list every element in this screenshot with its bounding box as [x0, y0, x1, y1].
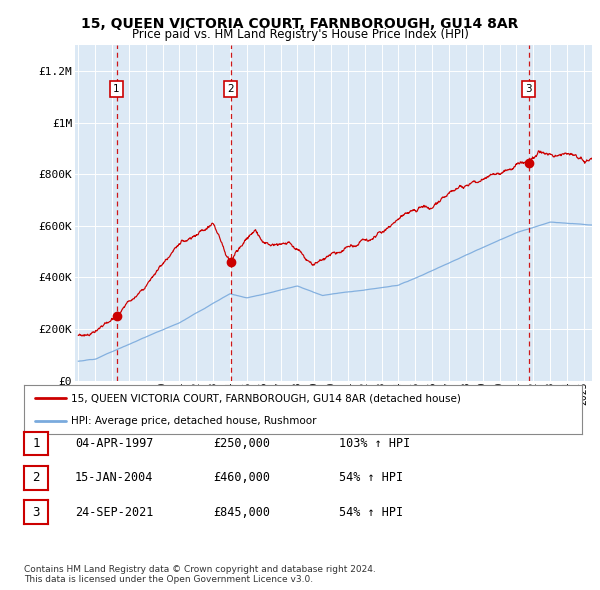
Text: 15-JAN-2004: 15-JAN-2004 [75, 471, 154, 484]
Text: 3: 3 [32, 506, 40, 519]
Text: Contains HM Land Registry data © Crown copyright and database right 2024.
This d: Contains HM Land Registry data © Crown c… [24, 565, 376, 584]
Text: 1: 1 [113, 84, 120, 94]
Text: 3: 3 [526, 84, 532, 94]
Text: £460,000: £460,000 [213, 471, 270, 484]
Text: Price paid vs. HM Land Registry's House Price Index (HPI): Price paid vs. HM Land Registry's House … [131, 28, 469, 41]
Text: 54% ↑ HPI: 54% ↑ HPI [339, 506, 403, 519]
Text: HPI: Average price, detached house, Rushmoor: HPI: Average price, detached house, Rush… [71, 415, 317, 425]
Text: 54% ↑ HPI: 54% ↑ HPI [339, 471, 403, 484]
Text: 24-SEP-2021: 24-SEP-2021 [75, 506, 154, 519]
Text: 15, QUEEN VICTORIA COURT, FARNBOROUGH, GU14 8AR (detached house): 15, QUEEN VICTORIA COURT, FARNBOROUGH, G… [71, 394, 461, 404]
Text: 103% ↑ HPI: 103% ↑ HPI [339, 437, 410, 450]
Text: £845,000: £845,000 [213, 506, 270, 519]
Text: 2: 2 [227, 84, 234, 94]
Text: £250,000: £250,000 [213, 437, 270, 450]
Text: 15, QUEEN VICTORIA COURT, FARNBOROUGH, GU14 8AR: 15, QUEEN VICTORIA COURT, FARNBOROUGH, G… [82, 17, 518, 31]
Text: 04-APR-1997: 04-APR-1997 [75, 437, 154, 450]
Text: 1: 1 [32, 437, 40, 450]
Text: 2: 2 [32, 471, 40, 484]
